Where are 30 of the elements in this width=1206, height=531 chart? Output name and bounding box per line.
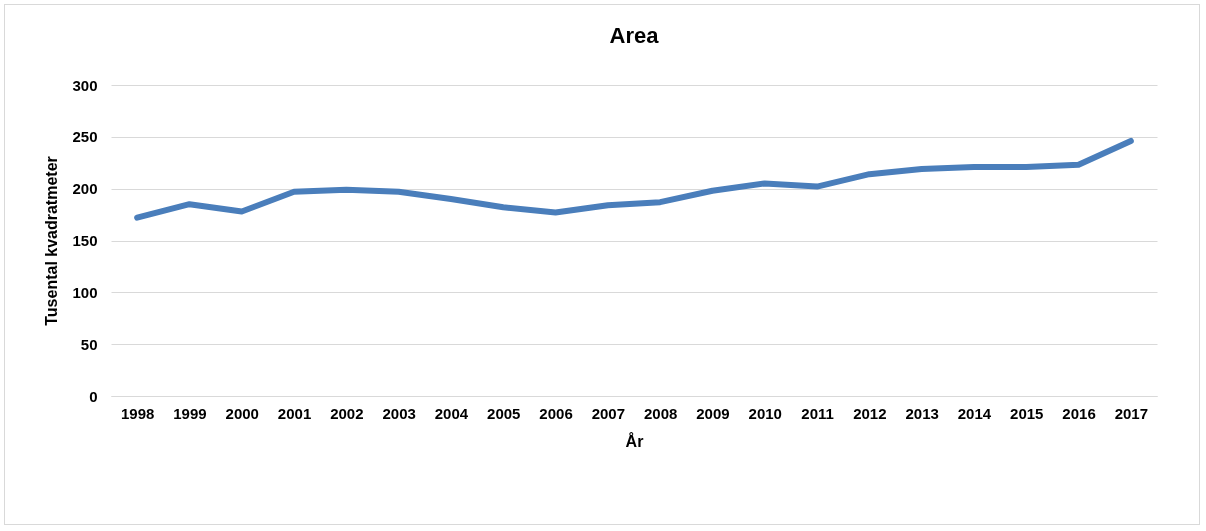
x-tick-label: 2009 bbox=[696, 404, 730, 422]
x-tick-label: 2003 bbox=[382, 404, 416, 422]
x-tick-label: 2007 bbox=[591, 404, 626, 422]
y-tick-label: 150 bbox=[72, 232, 98, 249]
x-tick-label: 2011 bbox=[801, 404, 834, 422]
x-tick-label: 2017 bbox=[1114, 404, 1149, 422]
x-tick-label: 2004 bbox=[434, 404, 469, 422]
y-tick-label: 300 bbox=[72, 76, 98, 94]
x-tick-label: 2000 bbox=[225, 404, 259, 422]
x-tick-label: 1998 bbox=[120, 404, 155, 422]
x-tick-label: 2002 bbox=[330, 404, 364, 422]
y-axis-title: Tusental kvadratmeter bbox=[43, 156, 61, 326]
x-tick-label: 2008 bbox=[643, 404, 678, 422]
x-tick-label: 2005 bbox=[487, 404, 521, 422]
x-tick-label: 2012 bbox=[853, 404, 887, 422]
y-tick-label: 100 bbox=[72, 283, 98, 301]
x-tick-label: 2015 bbox=[1010, 404, 1044, 422]
x-tick-label: 2014 bbox=[957, 404, 992, 422]
chart-title: Area bbox=[609, 23, 660, 48]
x-tick-label: 2006 bbox=[539, 404, 573, 422]
y-tick-label: 50 bbox=[80, 335, 98, 353]
x-axis-title: År bbox=[625, 431, 644, 450]
y-tick-label: 0 bbox=[89, 387, 98, 405]
x-tick-label: 2016 bbox=[1062, 404, 1096, 422]
y-tick-label: 250 bbox=[72, 128, 98, 146]
x-tick-label: 2001 bbox=[277, 404, 312, 422]
y-tick-label: 200 bbox=[72, 180, 98, 198]
x-tick-label: 1999 bbox=[173, 404, 207, 422]
x-tick-label: 2013 bbox=[905, 404, 939, 422]
x-tick-label: 2010 bbox=[748, 404, 782, 422]
